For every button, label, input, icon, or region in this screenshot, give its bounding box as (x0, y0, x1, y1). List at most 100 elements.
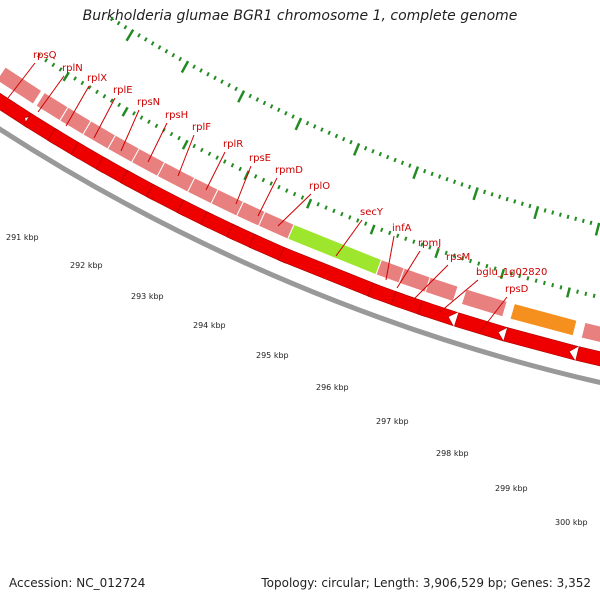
scale-tick (276, 107, 281, 113)
feature-segment[interactable] (424, 276, 459, 303)
scale-tick (576, 289, 579, 294)
scale-tick (320, 127, 324, 132)
scale-tick (428, 245, 432, 250)
feature-segment[interactable] (0, 66, 43, 105)
scale-tick (460, 182, 464, 187)
cds-arrow[interactable] (575, 346, 600, 369)
scale-tick (139, 115, 144, 120)
scale-tick (526, 276, 530, 281)
scale-tick (324, 205, 328, 210)
scale-tick (493, 266, 497, 271)
scale-tick (171, 52, 176, 58)
scale-tick (430, 171, 434, 177)
scale-tick (164, 49, 169, 54)
label-leader-line (277, 193, 312, 227)
scale-tick (485, 263, 489, 269)
scale-tick (294, 117, 303, 131)
scale-tick (305, 120, 310, 126)
scale-tick (117, 102, 122, 108)
gene-label: rpsN (137, 97, 160, 108)
gene-label: secY (360, 207, 384, 218)
cds-arrow[interactable] (454, 312, 509, 342)
gene-label: infA (392, 223, 412, 234)
scale-tick (125, 28, 135, 42)
gene-label: rpmJ (418, 238, 441, 249)
cds-arrow[interactable] (417, 300, 459, 327)
cds-arrow[interactable] (503, 327, 579, 361)
scale-tick (110, 16, 114, 22)
scale-tick (137, 33, 141, 38)
feature-segment[interactable] (580, 321, 600, 344)
scale-tick (482, 189, 487, 195)
scale-tick (404, 236, 408, 241)
scale-tick (518, 273, 522, 279)
gene-label: rplO (309, 181, 330, 192)
scale-tick (558, 212, 562, 217)
scale-tick (551, 282, 555, 288)
scale-tick (520, 201, 524, 206)
cds-arrow-track[interactable] (0, 88, 600, 369)
scale-tick (386, 154, 390, 160)
feature-segment[interactable] (398, 267, 431, 293)
feature-segment[interactable] (509, 302, 578, 337)
scale-tick (37, 53, 41, 58)
scale-tick (388, 230, 392, 236)
label-leader-line (479, 296, 508, 333)
label-leader-line (257, 177, 278, 217)
gene-label: bglu_1g02820 (476, 267, 547, 278)
scale-tick (423, 168, 427, 174)
scale-label: 300 kbp (555, 518, 588, 527)
gene-label: rplR (223, 139, 243, 150)
gene-label: rpmD (275, 165, 303, 176)
scale-tick (472, 187, 479, 201)
feature-segment[interactable] (156, 161, 196, 193)
scale-label: 296 kbp (316, 383, 349, 392)
scale-tick (207, 151, 212, 157)
scale-tick (581, 218, 585, 224)
scale-tick (533, 205, 540, 220)
scale-tick (551, 210, 555, 215)
scale-tick (509, 271, 514, 276)
gene-label: rplE (113, 85, 133, 96)
scale-tick (292, 191, 297, 197)
scale-tick (400, 160, 405, 166)
gene-label: rpsE (249, 153, 271, 164)
scale-tick (543, 208, 547, 213)
scale-tick (269, 104, 274, 109)
scale-tick (340, 211, 344, 217)
scale-tick (452, 179, 457, 185)
scale-tick (154, 123, 159, 129)
scale-label: 293 kbp (131, 292, 164, 301)
scale-label: 292 kbp (70, 261, 103, 270)
accession-text: Accession: NC_012724 (9, 576, 146, 590)
scale-tick (230, 163, 235, 168)
scale-tick (559, 285, 563, 290)
backbone-line (0, 126, 600, 385)
scale-tick (327, 130, 331, 136)
scale-tick (277, 184, 281, 190)
scale-tick (248, 93, 253, 99)
scale-tick (177, 135, 181, 141)
label-leader-line (37, 75, 65, 113)
scale-tick (109, 98, 114, 103)
feature-segment[interactable] (460, 288, 508, 318)
label-leader-line (335, 219, 363, 257)
scale-tick (380, 227, 384, 233)
scale-tick (255, 97, 260, 102)
feature-track[interactable] (0, 66, 600, 349)
scale-tick (534, 278, 538, 283)
gene-label: rpsH (165, 110, 188, 121)
scale-tick (592, 293, 596, 298)
label-leader-line (65, 85, 90, 127)
scale-label-layer: 291 kbp 292 kbp 293 kbp 294 kbp 295 kbp 296 k… (6, 233, 588, 527)
scale-tick (262, 100, 267, 106)
scale-tick (334, 133, 339, 139)
scale-tick (102, 94, 107, 99)
scale-tick (369, 224, 376, 235)
scale-tick (215, 155, 219, 160)
scale-label: 299 kbp (495, 484, 528, 493)
scale-tick (157, 45, 162, 50)
scale-tick (227, 82, 231, 88)
scale-tick (150, 41, 155, 46)
